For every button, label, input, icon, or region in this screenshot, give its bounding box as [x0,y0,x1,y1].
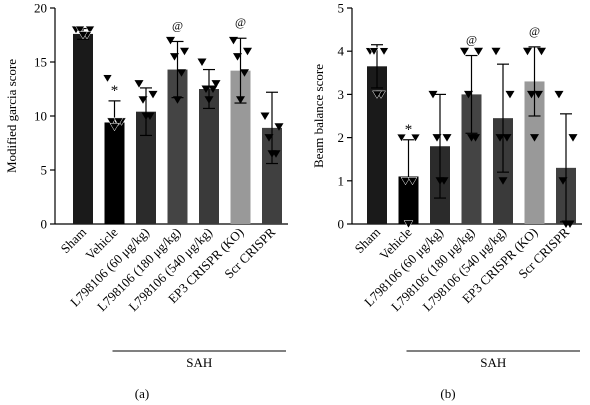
y-tick-label: 15 [34,55,47,70]
data-point [428,90,438,99]
data-point [460,47,469,56]
bar [199,89,219,224]
data-point [537,47,546,56]
data-point [527,90,536,99]
data-point [530,134,539,142]
data-point [78,31,88,40]
data-point [204,96,214,104]
data-point [240,69,249,77]
y-tick-label: 5 [41,163,48,178]
data-point [177,69,186,77]
y-tick-label: 5 [338,1,345,16]
data-point [410,133,421,143]
significance-marker: @ [172,18,183,32]
bar [461,94,482,225]
data-point [264,134,274,142]
bar [367,66,387,224]
data-point [558,177,568,185]
bar [167,69,188,224]
data-point [197,58,207,66]
data-point [435,177,445,185]
data-point [403,220,414,229]
data-point [491,47,501,56]
data-point [523,47,532,56]
data-point [138,96,148,104]
data-point [467,134,476,142]
data-point [102,74,113,83]
data-point [474,47,483,56]
y-tick-label: 3 [338,87,345,102]
data-point [211,80,221,88]
y-tick-label: 0 [338,217,345,232]
bar [136,111,156,224]
panel-label: (a) [135,386,149,401]
data-point [534,90,543,99]
data-point [432,134,442,142]
significance-marker: * [405,122,413,138]
data-point [75,25,85,35]
data-point [495,134,505,142]
data-point [260,112,270,120]
data-point [106,117,117,126]
data-point [267,150,277,158]
data-point [379,47,389,56]
group-label: SAH [480,355,506,370]
bar [104,122,125,224]
significance-marker: @ [529,24,540,38]
significance-marker: @ [235,15,246,29]
data-point [233,53,242,61]
data-point [568,134,578,142]
data-point [369,47,379,56]
data-point [464,90,473,99]
data-point [505,90,515,99]
data-point [208,85,218,93]
data-point [180,47,189,56]
group-label: SAH [186,355,212,370]
data-point [166,36,175,45]
data-point [400,177,411,186]
y-axis-label: Beam balance score [311,64,326,168]
data-point [554,90,564,99]
significance-marker: @ [466,33,477,47]
data-point [113,117,124,126]
data-point [201,85,211,93]
data-point [85,25,95,35]
data-point [243,47,252,56]
y-axis-label: Modified garcia score [4,59,19,173]
y-tick-label: 4 [338,44,345,59]
data-point [141,112,151,120]
y-tick-label: 10 [34,109,47,124]
data-point [109,123,120,132]
significance-marker: * [111,83,119,99]
data-point [498,177,508,185]
y-tick-label: 1 [338,173,345,188]
data-point [173,96,182,104]
bar [524,81,545,224]
y-tick-label: 0 [41,217,48,232]
data-point [502,134,512,142]
data-point [229,36,238,45]
data-point [170,53,179,61]
data-point [236,96,245,104]
data-point [407,177,418,186]
data-point [396,133,407,143]
data-point [148,90,158,99]
data-point [561,220,571,228]
y-tick-label: 20 [34,1,47,16]
data-point [274,123,284,131]
data-point [372,90,382,99]
y-tick-label: 2 [338,130,345,145]
data-point [134,80,144,88]
data-point [442,134,452,142]
bar [73,33,93,224]
bar [230,70,251,224]
panel-label: (b) [440,386,455,401]
